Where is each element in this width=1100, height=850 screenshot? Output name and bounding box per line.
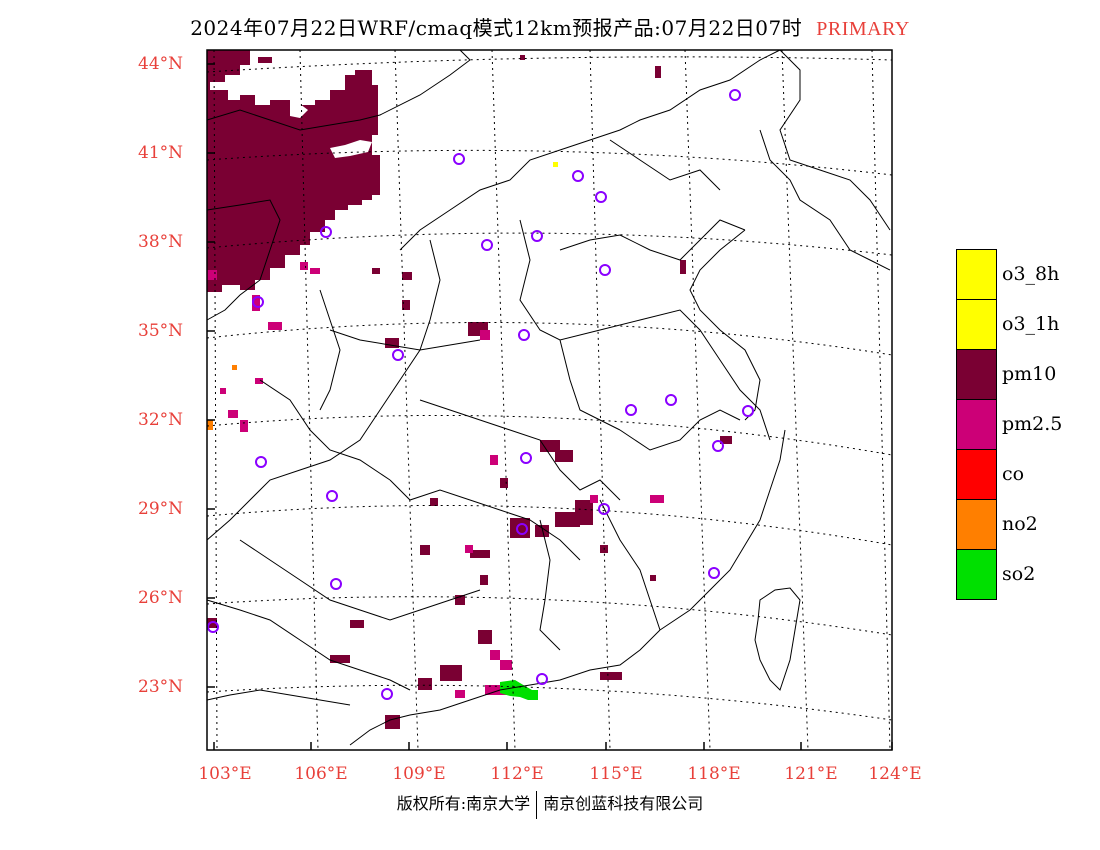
legend-label-pm25: pm2.5 (1002, 413, 1063, 435)
lat-label-23: 23°N (138, 677, 184, 697)
legend-label-so2: so2 (1002, 563, 1036, 585)
boundaries-layer (206, 49, 891, 746)
lon-label-115: 115°E (589, 764, 643, 784)
lat-label-38: 38°N (138, 232, 184, 252)
map-title: 2024年07月22日WRF/cmaq模式12km预报产品:07月22日07时 P… (0, 12, 1100, 41)
lon-label-118: 118°E (687, 764, 741, 784)
primary-tag: PRIMARY (816, 18, 910, 40)
legend-swatch-co (956, 449, 997, 500)
copyright-left: 版权所有:南京大学 (396, 794, 531, 813)
legend-label-pm10: pm10 (1002, 363, 1057, 385)
lat-label-32: 32°N (138, 410, 184, 430)
copyright-right: 南京创蓝科技有限公司 (543, 794, 704, 813)
lat-label-29: 29°N (138, 499, 184, 519)
lon-label-124: 124°E (868, 764, 922, 784)
station-markers (207, 89, 754, 700)
title-text: 2024年07月22日WRF/cmaq模式12km预报产品:07月22日07时 (190, 16, 803, 40)
map-frame (206, 49, 893, 751)
lon-label-103: 103°E (198, 764, 252, 784)
legend-label-no2: no2 (1002, 513, 1038, 535)
so2-region (500, 680, 538, 700)
pollution-layer (207, 50, 732, 729)
copyright-footer: 版权所有:南京大学 南京创蓝科技有限公司 (0, 790, 1100, 819)
lat-label-26: 26°N (138, 588, 184, 608)
lat-label-44: 44°N (138, 54, 184, 74)
graticule (206, 49, 893, 751)
legend-swatch-o3-8h (956, 249, 997, 300)
legend-label-co: co (1002, 463, 1025, 485)
lon-label-121: 121°E (784, 764, 838, 784)
axis-ticks (207, 63, 893, 750)
lat-label-35: 35°N (138, 321, 184, 341)
lon-label-112: 112°E (490, 764, 544, 784)
legend-swatch-so2 (956, 549, 997, 600)
pm10-region-northwest (207, 50, 380, 292)
legend-swatch-o3-1h (956, 299, 997, 350)
lon-label-109: 109°E (392, 764, 446, 784)
legend-swatch-pm10 (956, 349, 997, 400)
lat-label-41: 41°N (138, 143, 184, 163)
legend-swatch-pm25 (956, 399, 997, 450)
legend-label-o3-1h: o3_1h (1002, 313, 1060, 335)
legend-label-o3-8h: o3_8h (1002, 263, 1060, 285)
footer-divider (536, 790, 538, 819)
lon-label-106: 106°E (294, 764, 348, 784)
legend-swatch-no2 (956, 499, 997, 550)
